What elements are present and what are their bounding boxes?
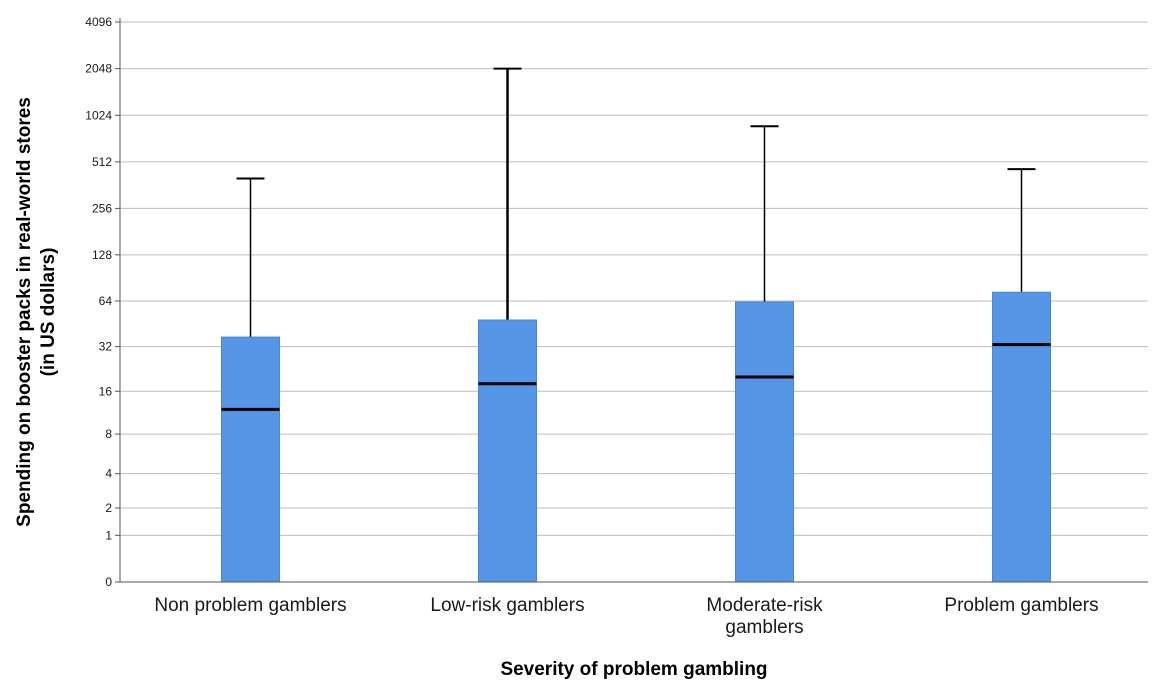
box-group <box>478 67 537 583</box>
category-labels: Non problem gamblers Low-risk gamblers Mod… <box>154 595 1098 638</box>
y-tick-labels: 0 1 2 4 8 16 32 64 128 256 512 1024 2048 4096 <box>85 15 112 589</box>
y-tick-label: 64 <box>99 294 113 308</box>
y-tick-label: 32 <box>99 340 113 354</box>
y-tick-label: 4096 <box>85 15 112 29</box>
y-axis-title-line: (in US dollars) <box>38 248 59 377</box>
y-tick-label: 16 <box>99 384 113 398</box>
y-axis-title-line: Spending on booster packs in real-world … <box>14 97 35 527</box>
y-tick-label: 512 <box>92 155 112 169</box>
box-group <box>735 125 794 583</box>
box-group <box>221 177 280 583</box>
y-tick-label: 1 <box>105 528 112 542</box>
x-category-label: Non problem gamblers <box>154 595 346 616</box>
y-tick-label: 0 <box>105 575 112 589</box>
gridlines <box>115 21 1148 583</box>
y-tick-label: 1024 <box>85 108 112 122</box>
y-tick-label: 256 <box>92 201 112 215</box>
iqr-box <box>992 291 1051 583</box>
y-axis-title: Spending on booster packs in real-world … <box>14 97 59 527</box>
y-tick-label: 8 <box>105 427 112 441</box>
x-category-label: Moderate-risk gamblers <box>706 595 823 638</box>
x-category-label: Low-risk gamblers <box>430 595 584 616</box>
boxes <box>221 67 1051 583</box>
iqr-box <box>221 336 280 583</box>
y-tick-label: 4 <box>105 467 112 481</box>
iqr-box <box>735 301 794 583</box>
iqr-box <box>478 319 537 583</box>
y-tick-label: 128 <box>92 248 112 262</box>
box-group <box>992 168 1051 583</box>
y-tick-label: 2048 <box>85 62 112 76</box>
x-axis-title: Severity of problem gambling <box>500 659 767 680</box>
x-category-label: Problem gamblers <box>944 595 1098 616</box>
y-tick-label: 2 <box>105 501 112 515</box>
